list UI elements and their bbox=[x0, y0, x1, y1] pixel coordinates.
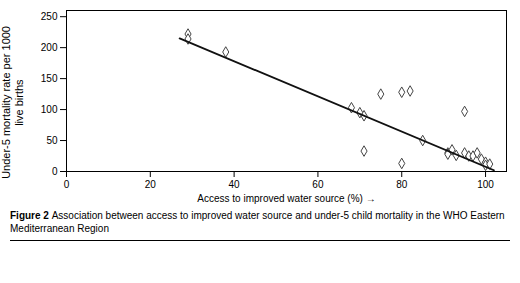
svg-text:60: 60 bbox=[312, 179, 324, 190]
svg-text:150: 150 bbox=[41, 73, 58, 84]
svg-text:40: 40 bbox=[229, 179, 241, 190]
svg-text:100: 100 bbox=[41, 104, 58, 115]
svg-text:100: 100 bbox=[477, 179, 494, 190]
svg-text:80: 80 bbox=[396, 179, 408, 190]
svg-text:0: 0 bbox=[52, 166, 58, 177]
svg-text:0: 0 bbox=[64, 179, 70, 190]
svg-text:20: 20 bbox=[145, 179, 157, 190]
svg-text:200: 200 bbox=[41, 42, 58, 53]
svg-text:Access to improved water sourc: Access to improved water source (%) → bbox=[197, 193, 375, 204]
svg-text:50: 50 bbox=[46, 135, 58, 146]
html-text:Under-5 mortality rate per 100: Under-5 mortality rate per 1000 live bir… bbox=[0, 26, 25, 179]
html-text:Figure 2 Association between a: Figure 2 Association between access to i… bbox=[10, 210, 505, 234]
svg-text:250: 250 bbox=[41, 11, 58, 22]
